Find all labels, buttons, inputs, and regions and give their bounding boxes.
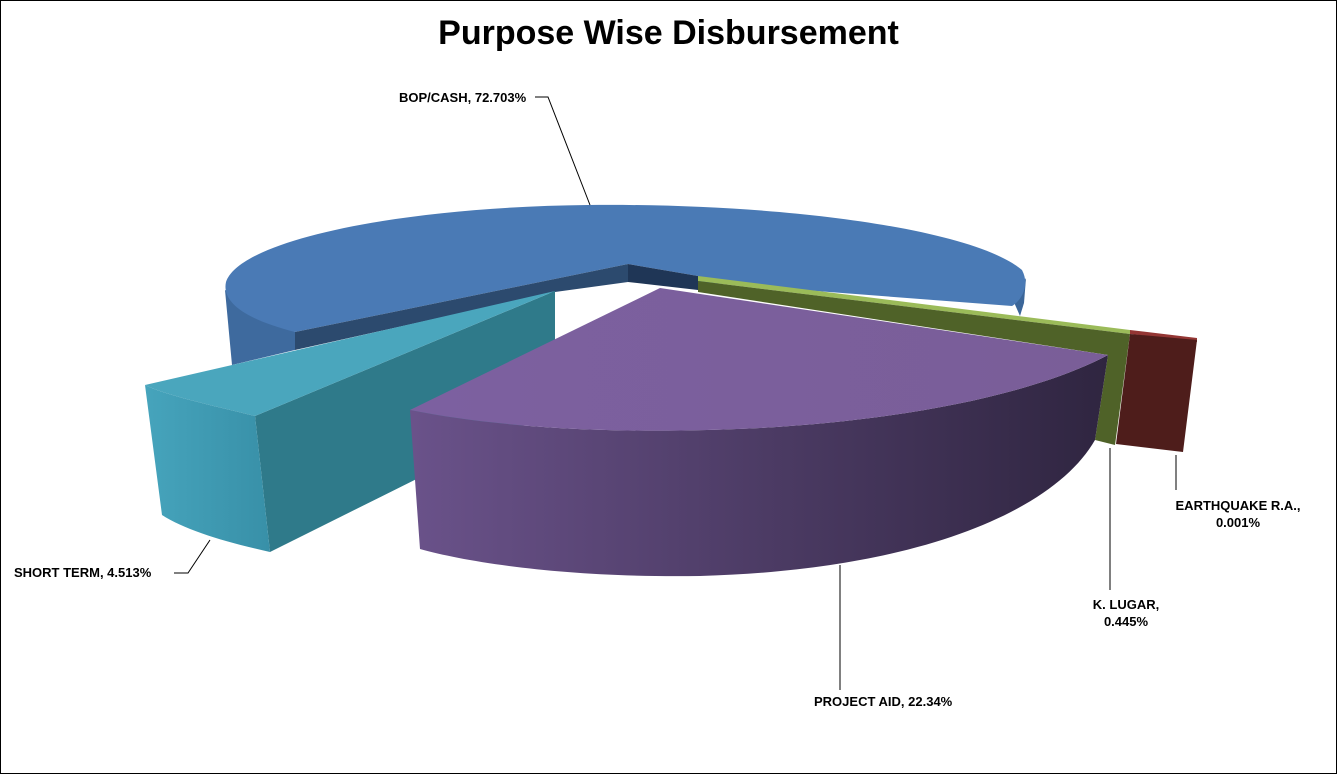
slice-bop-cash-inner-wall-right: [628, 264, 698, 290]
slice-project-aid: [410, 288, 1108, 577]
data-label-k-lugar: K. LUGAR, 0.445%: [1090, 596, 1162, 630]
data-label-k-lugar-line1: K. LUGAR,: [1092, 597, 1160, 612]
leader-line-bop-cash: [535, 96, 591, 206]
slice-k-lugar-top: [698, 276, 1130, 334]
slice-project-aid-side: [410, 355, 1108, 577]
data-label-earthquake-ra: EARTHQUAKE R.A., 0.001%: [1158, 497, 1318, 531]
chart-title: Purpose Wise Disbursement: [438, 14, 899, 52]
data-label-project-aid: PROJECT AID, 22.34%: [814, 694, 953, 709]
data-label-short-term: SHORT TERM, 4.513%: [14, 565, 152, 580]
leader-line-short-term: [174, 539, 211, 574]
slice-earthquake-ra-side: [1116, 334, 1197, 452]
data-label-earthquake-ra-line2: 0.001%: [1215, 515, 1261, 530]
slice-short-term-inner-wall: [255, 291, 555, 552]
leader-lines: [174, 96, 1177, 690]
slice-bop-cash: [225, 204, 1026, 365]
slice-bop-cash-inner-wall-left: [295, 264, 628, 350]
data-label-bop-cash: BOP/CASH, 72.703%: [399, 90, 527, 105]
slice-earthquake-ra: [1116, 330, 1197, 452]
slice-bop-cash-top: [225, 204, 1026, 332]
slice-short-term: [145, 291, 555, 552]
slice-project-aid-top: [410, 288, 1108, 431]
data-label-earthquake-ra-line1: EARTHQUAKE R.A.,: [1175, 498, 1301, 513]
slice-short-term-top: [145, 291, 555, 416]
slice-k-lugar-side: [698, 281, 1130, 445]
data-label-k-lugar-line2: 0.445%: [1103, 614, 1149, 629]
slice-short-term-front: [145, 385, 270, 552]
slice-k-lugar: [698, 276, 1130, 445]
